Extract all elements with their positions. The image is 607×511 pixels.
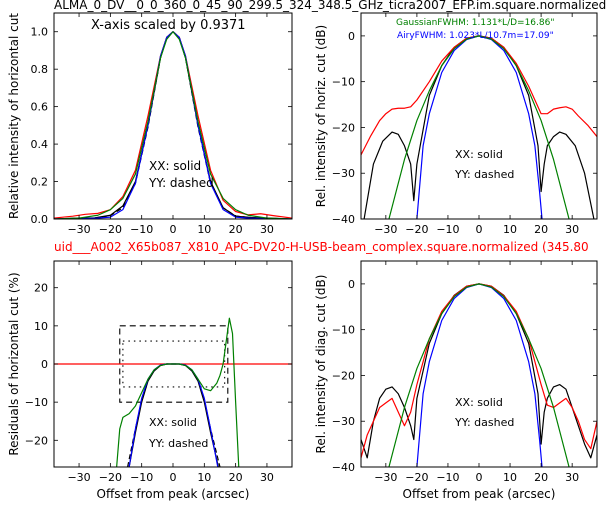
series-line-3 <box>388 283 570 467</box>
x-tick-label: −30 <box>374 223 397 236</box>
y-tick-label: −10 <box>332 324 355 337</box>
series-line-4 <box>116 317 240 467</box>
y-axis-label: Rel. intensity of horiz. cut (dB) <box>314 25 328 207</box>
annotation: YY: dashed <box>148 437 208 450</box>
y-tick-label: 0.6 <box>31 101 49 114</box>
y-tick-label: −40 <box>332 213 355 226</box>
annotation: XX: solid <box>455 148 503 161</box>
x-tick-label: −20 <box>99 471 122 484</box>
x-tick-label: 20 <box>229 471 243 484</box>
annotation: AiryFWHM: 1.023*L/10.7m=17.09" <box>397 31 554 41</box>
series-line-2 <box>416 35 543 219</box>
x-tick-label: −10 <box>436 471 459 484</box>
series-line-3 <box>388 35 570 219</box>
y-axis-label: Relative intensity of horizontal cut <box>7 13 21 219</box>
x-tick-label: 30 <box>565 223 579 236</box>
y-tick-label: 10 <box>34 320 48 333</box>
annotation: YY: dashed <box>454 416 514 429</box>
y-tick-label: 0.8 <box>31 63 49 76</box>
x-tick-label: −20 <box>405 471 428 484</box>
y-tick-label: −30 <box>332 415 355 428</box>
figure-top-title: ALMA_0_DV__0_0_360_0_45_90_299.5_324_348… <box>54 0 606 12</box>
annotation: GaussianFWHM: 1.131*L/D=16.86" <box>396 18 554 28</box>
x-tick-label: 20 <box>534 471 548 484</box>
x-tick-label: 20 <box>534 223 548 236</box>
x-tick-label: 30 <box>565 471 579 484</box>
chart-p1: −30 −20 −10 0 10 20 30 0.0 0.2 0.4 0.6 0.8 1.0 Relati… <box>7 12 293 236</box>
annotation: XX: solid <box>149 159 201 173</box>
x-tick-label: 30 <box>260 471 274 484</box>
series-line-1 <box>361 283 597 458</box>
x-tick-label: −10 <box>436 223 459 236</box>
series-line-1 <box>361 35 597 156</box>
x-tick-label: −10 <box>130 471 153 484</box>
series-line-4 <box>54 31 292 219</box>
x-tick-label: −20 <box>99 223 122 236</box>
plot-area <box>361 283 597 467</box>
y-tick-label: 1.0 <box>31 26 49 39</box>
y-tick-label: 0.4 <box>31 138 49 151</box>
y-tick-label: 0 <box>41 358 48 371</box>
x-tick-label: 10 <box>197 223 211 236</box>
x-tick-label: 10 <box>503 471 517 484</box>
y-tick-label: −30 <box>332 167 355 180</box>
x-tick-label: −30 <box>374 471 397 484</box>
x-tick-label: 10 <box>503 223 517 236</box>
y-axis-label: Residuals of horizontal cut (%) <box>7 272 21 455</box>
y-tick-label: −40 <box>332 461 355 474</box>
series-line-2 <box>54 31 292 219</box>
y-axis-label: Rel. intensity of diag. cut (dB) <box>314 275 328 454</box>
series-line-0 <box>363 35 595 219</box>
plots: −30 −20 −10 0 10 20 30 0.0 0.2 0.4 0.6 0.8 1.0 Relati… <box>7 12 598 501</box>
plot-area <box>361 35 597 219</box>
chart-p3: −30 −20 −10 0 10 20 30 −20 −10 0 10 20 Residuals of … <box>7 260 293 501</box>
x-tick-label: 0 <box>170 471 177 484</box>
x-axis-label: Offset from peak (arcsec) <box>403 487 556 501</box>
x-tick-label: 0 <box>476 471 483 484</box>
chart-p4: −30 −20 −10 0 10 20 30 −40 −30 −20 −10 0 Rel. intens… <box>314 260 598 501</box>
x-tick-label: 10 <box>197 471 211 484</box>
y-tick-label: 0 <box>348 30 355 43</box>
series-line-0 <box>361 283 597 459</box>
x-tick-label: −30 <box>67 471 90 484</box>
annotation: XX: solid <box>455 396 503 409</box>
series-line-3 <box>54 31 292 219</box>
chart-p2: −30 −20 −10 0 10 20 30 −40 −30 −20 −10 0 Rel. intens… <box>314 12 598 236</box>
y-tick-label: 0 <box>348 278 355 291</box>
x-tick-label: −10 <box>130 223 153 236</box>
x-tick-label: −30 <box>67 223 90 236</box>
annotation: XX: solid <box>149 416 197 429</box>
y-tick-label: −20 <box>332 121 355 134</box>
annotation: YY: dashed <box>148 176 214 190</box>
figure-mid-title: uid___A002_X65b087_X810_APC-DV20-H-USB-b… <box>54 240 589 254</box>
x-tick-label: 30 <box>260 223 274 236</box>
x-tick-label: 0 <box>170 223 177 236</box>
y-tick-label: −20 <box>332 369 355 382</box>
annotation: YY: dashed <box>454 168 514 181</box>
y-tick-label: 0.2 <box>31 176 49 189</box>
plot-area <box>54 31 292 219</box>
x-axis-label: Offset from peak (arcsec) <box>97 487 250 501</box>
series-line-2 <box>416 283 543 467</box>
series-line-1 <box>54 31 292 219</box>
plot-area <box>54 317 292 467</box>
y-tick-label: −10 <box>25 396 48 409</box>
x-tick-label: −20 <box>405 223 428 236</box>
box-dotted <box>122 340 226 388</box>
x-tick-label: 20 <box>229 223 243 236</box>
y-tick-label: −20 <box>25 434 48 447</box>
x-tick-label: 0 <box>476 223 483 236</box>
y-tick-label: 0.0 <box>31 213 49 226</box>
annotation: X-axis scaled by 0.9371 <box>91 18 246 33</box>
y-tick-label: −10 <box>332 76 355 89</box>
y-tick-label: 20 <box>34 282 48 295</box>
series-line-0 <box>54 31 292 219</box>
